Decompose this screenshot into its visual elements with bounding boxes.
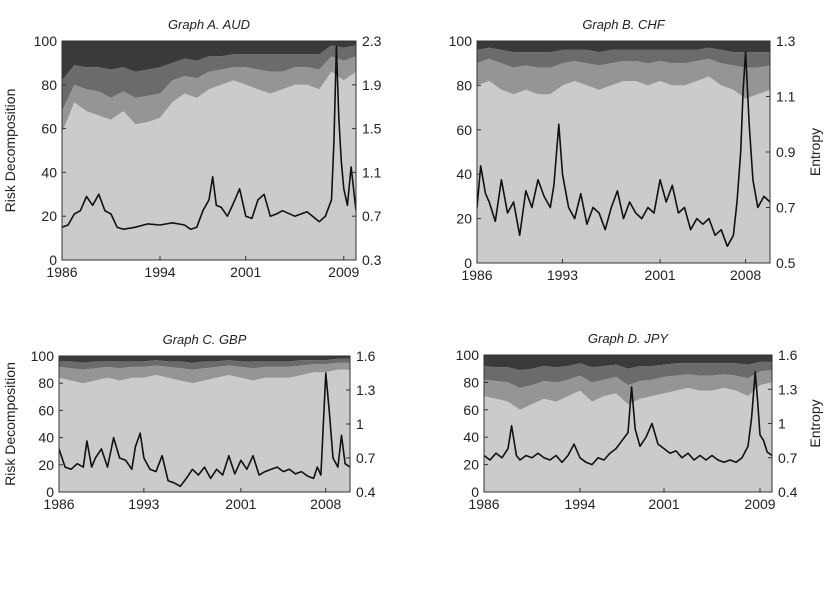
y-tick-label: 100 [449,33,473,49]
y2-tick-label: 1.3 [778,381,798,397]
y2-tick-label: 1 [356,416,364,432]
y-tick-label: 40 [463,429,479,445]
y-tick-label: 40 [41,164,57,180]
y-tick-label: 80 [38,375,54,391]
x-tick-label: 1994 [144,264,175,280]
y2-tick-label: 0.4 [356,484,376,500]
y2-tick-label: 0.7 [356,450,376,466]
plot-frame [61,40,357,261]
y2-tick-label: 1.3 [776,33,796,49]
area-layer-3 [484,361,772,388]
area-layer-4 [62,41,356,81]
y-tick-label: 40 [38,430,54,446]
x-tick-label: 2008 [730,267,761,283]
y-tick-label: 80 [463,374,479,390]
y2-tick-label: 0.7 [778,450,798,466]
y-tick-label: 60 [38,402,54,418]
area-layer-3 [59,358,350,370]
chart-panel-4: 0 20 40 60 80 100 0.4 0.7 1 1.3 1.6 1986 1994 2001 200… [456,331,823,512]
y2-axis-label: Entropy [807,399,823,447]
area-layer-3 [477,47,770,68]
y2-tick-label: 0.5 [776,255,796,271]
area-layer-1 [59,369,350,492]
panel-title: Graph D. JPY [588,331,670,346]
x-tick-label: 1986 [468,496,499,512]
y-tick-label: 0 [471,484,479,500]
stacked-areas [484,355,772,492]
x-tick-label: 1993 [128,496,159,512]
y-tick-label: 20 [463,457,479,473]
x-tick-label: 1994 [564,496,595,512]
chart-panel-2: 0 20 40 60 80 100 0.5 0.7 0.9 1.1 1.3 1986 1993 2001 2… [449,17,823,283]
panel-title: Graph A. AUD [168,17,250,32]
y-tick-label: 20 [456,211,472,227]
y2-tick-label: 1 [778,416,786,432]
y2-tick-label: 1.5 [362,121,382,137]
area-layer-1 [62,71,356,260]
x-tick-label: 2001 [648,496,679,512]
entropy-line [484,371,772,466]
y-tick-label: 60 [463,402,479,418]
x-tick-label: 1986 [46,264,77,280]
y-tick-label: 60 [41,121,57,137]
entropy-line [59,372,350,488]
chart-panel-3: 0 20 40 60 80 100 0.4 0.7 1 1.3 1.6 1986 1993 2001 200… [2,332,376,512]
y2-tick-label: 1.9 [362,77,382,93]
y-tick-label: 0 [464,255,472,271]
y-axis-label: Risk Decomposition [2,362,18,486]
area-layer-1 [477,76,770,263]
x-tick-label: 2001 [230,264,261,280]
chart-panel-1: 0 20 40 60 80 100 0.3 0.7 1.1 1.5 1.9 2.3 1986 1994 20… [2,17,382,280]
y-tick-label: 100 [34,33,58,49]
y-tick-label: 60 [456,122,472,138]
area-layer-4 [59,356,350,363]
panel-title: Graph B. CHF [582,17,665,32]
x-tick-label: 1993 [547,267,578,283]
y2-tick-label: 0.4 [778,484,798,500]
stacked-areas [477,41,770,263]
y2-tick-label: 0.9 [776,144,796,160]
y-tick-label: 0 [49,252,57,268]
y-tick-label: 80 [41,77,57,93]
x-tick-label: 2009 [744,496,775,512]
stacked-areas [59,356,350,492]
y2-tick-label: 1.6 [778,347,798,363]
y2-axis-label: Entropy [807,128,823,176]
x-tick-label: 2001 [645,267,676,283]
entropy-line [62,45,356,231]
x-tick-label: 1986 [461,267,492,283]
y2-tick-label: 1.6 [356,348,376,364]
y-axis-label: Risk Decomposition [2,89,18,213]
y-tick-label: 20 [41,208,57,224]
y2-tick-label: 0.7 [362,208,382,224]
x-tick-label: 2001 [225,496,256,512]
y-tick-label: 20 [38,457,54,473]
area-layer-2 [484,370,772,410]
y-tick-label: 80 [456,77,472,93]
area-layer-2 [62,56,356,133]
panel-title: Graph C. GBP [163,332,247,347]
area-layer-3 [62,45,356,112]
stacked-areas [62,41,356,260]
area-layer-2 [477,58,770,99]
y-tick-label: 0 [46,484,54,500]
area-layer-4 [484,355,772,371]
x-tick-label: 2008 [310,496,341,512]
y2-tick-label: 1.3 [356,382,376,398]
y-tick-label: 100 [456,347,480,363]
area-layer-4 [477,41,770,53]
y2-tick-label: 1.1 [776,89,796,105]
y2-tick-label: 2.3 [362,33,382,49]
y-tick-label: 100 [31,348,55,364]
y2-tick-label: 1.1 [362,164,382,180]
x-tick-label: 2009 [328,264,359,280]
area-layer-2 [59,362,350,384]
y2-tick-label: 0.7 [776,200,796,216]
y2-tick-label: 0.3 [362,252,382,268]
area-layer-1 [484,382,772,492]
y-tick-label: 40 [456,166,472,182]
x-tick-label: 1986 [43,496,74,512]
entropy-line [477,51,770,248]
